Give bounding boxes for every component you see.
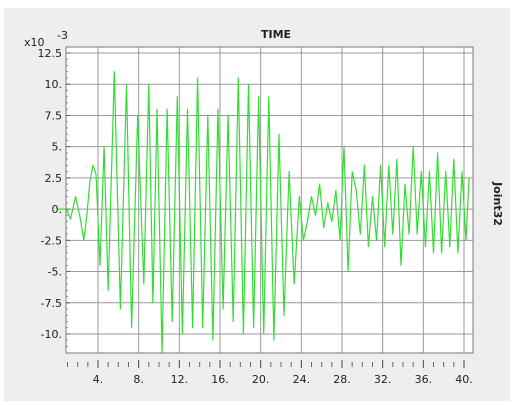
y-tick-label: 10. — [45, 78, 63, 91]
chart-title: TIME — [261, 28, 291, 41]
plot-frame — [65, 46, 474, 354]
series-line — [57, 71, 470, 354]
x-tick-label: 36. — [415, 373, 433, 386]
y-multiplier-label: x10 — [24, 36, 45, 49]
y-tick-label: 7.5 — [45, 109, 63, 122]
x-tick-label: 8. — [133, 373, 144, 386]
y-tick-label: -5. — [48, 266, 62, 279]
y-axis-ticks: 12.5 10. 7.5 5. 2.5 0. -2.5 -5. -7.5 -10. — [38, 47, 70, 347]
x-axis-ticks: 4. 8. 12. 16. 20. 24. 28. 32. 36. 40. — [67, 360, 473, 386]
x-tick-label: 16. — [211, 373, 229, 386]
plot-area — [66, 47, 473, 353]
x-tick-label: 28. — [333, 373, 351, 386]
y-tick-label: 0. — [52, 203, 63, 216]
x-tick-label: 24. — [293, 373, 311, 386]
y-tick-label: 2.5 — [45, 172, 63, 185]
x-tick-label: 20. — [252, 373, 270, 386]
y-tick-label: -10. — [41, 328, 62, 341]
y-tick-label: 5. — [52, 141, 63, 154]
x-tick-label: 40. — [455, 373, 473, 386]
y-tick-label: -2.5 — [41, 234, 62, 247]
y-tick-label: -7.5 — [41, 297, 62, 310]
series-layer — [57, 71, 470, 354]
y-tick-label: 12.5 — [38, 47, 63, 60]
x-tick-label: 12. — [171, 373, 189, 386]
x-tick-label: 32. — [374, 373, 392, 386]
y-exponent-label: -3 — [57, 29, 68, 42]
x-tick-label: 4. — [93, 373, 104, 386]
right-axis-label: Joint32 — [491, 181, 504, 226]
